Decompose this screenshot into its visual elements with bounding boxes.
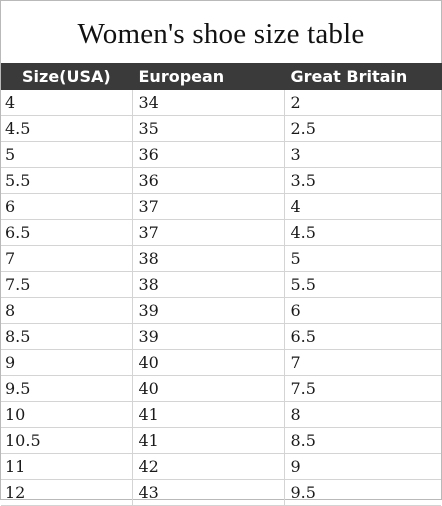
cell-size-usa: 8 xyxy=(1,297,133,324)
cell-european: 37 xyxy=(132,193,285,220)
table-row: 12 43 9.5 xyxy=(1,479,441,506)
cell-european: 36 xyxy=(132,167,285,194)
cell-great-britain: 3 xyxy=(284,141,441,168)
cell-great-britain: 2.5 xyxy=(284,115,441,142)
cell-size-usa: 11 xyxy=(1,453,133,480)
cell-size-usa: 7 xyxy=(1,245,133,272)
cell-size-usa: 10 xyxy=(1,401,133,428)
table-row: 10.5 41 8.5 xyxy=(1,427,441,454)
cell-size-usa: 7.5 xyxy=(1,271,133,298)
cell-great-britain: 8.5 xyxy=(284,427,441,454)
table-row: 6.5 37 4.5 xyxy=(1,219,441,246)
cell-european: 36 xyxy=(132,141,285,168)
cell-great-britain: 8 xyxy=(284,401,441,428)
cell-great-britain: 5 xyxy=(284,245,441,272)
table-header-row: Size(USA) European Great Britain xyxy=(1,63,442,90)
cell-european: 39 xyxy=(132,297,285,324)
cell-size-usa: 9 xyxy=(1,349,133,376)
cell-european: 43 xyxy=(132,479,285,506)
cell-size-usa: 8.5 xyxy=(1,323,133,350)
table-row: 7.5 38 5.5 xyxy=(1,271,441,298)
cell-great-britain: 6.5 xyxy=(284,323,441,350)
cell-great-britain: 4 xyxy=(284,193,441,220)
cell-great-britain: 9 xyxy=(284,453,441,480)
cell-great-britain: 7.5 xyxy=(284,375,441,402)
cell-great-britain: 6 xyxy=(284,297,441,324)
column-header-european: European xyxy=(132,63,285,90)
cell-european: 38 xyxy=(132,245,285,272)
cell-european: 34 xyxy=(132,90,285,116)
cell-size-usa: 4.5 xyxy=(1,115,133,142)
table-row: 8 39 6 xyxy=(1,297,441,324)
cell-great-britain: 3.5 xyxy=(284,167,441,194)
table-row: 11 42 9 xyxy=(1,453,441,480)
column-header-size-usa: Size(USA) xyxy=(1,63,133,90)
cell-size-usa: 10.5 xyxy=(1,427,133,454)
table-row: 7 38 5 xyxy=(1,245,441,272)
table-row: 5.5 36 3.5 xyxy=(1,167,441,194)
cell-great-britain: 4.5 xyxy=(284,219,441,246)
cell-european: 41 xyxy=(132,401,285,428)
cell-size-usa: 9.5 xyxy=(1,375,133,402)
cell-european: 42 xyxy=(132,453,285,480)
table-row: 8.5 39 6.5 xyxy=(1,323,441,350)
table-row: 6 37 4 xyxy=(1,193,441,220)
cell-size-usa: 5 xyxy=(1,141,133,168)
cell-european: 40 xyxy=(132,349,285,376)
table-row: 9.5 40 7.5 xyxy=(1,375,441,402)
table-row: 4 34 2 xyxy=(1,90,441,116)
cell-size-usa: 4 xyxy=(1,90,133,116)
size-table: Size(USA) European Great Britain 4 34 2 4.5… xyxy=(1,63,442,506)
table-row: 5 36 3 xyxy=(1,141,441,168)
cell-european: 37 xyxy=(132,219,285,246)
cell-great-britain: 9.5 xyxy=(284,479,441,506)
cell-size-usa: 12 xyxy=(1,479,133,506)
cell-european: 41 xyxy=(132,427,285,454)
table-row: 9 40 7 xyxy=(1,349,441,376)
column-header-great-britain: Great Britain xyxy=(284,63,442,90)
cell-european: 40 xyxy=(132,375,285,402)
table-row: 10 41 8 xyxy=(1,401,441,428)
cell-size-usa: 5.5 xyxy=(1,167,133,194)
cell-size-usa: 6 xyxy=(1,193,133,220)
table-body: 4 34 2 4.5 35 2.5 5 36 3 5.5 36 3.5 6 37 4 6.5 37 4.5 7 38 5… xyxy=(1,90,441,506)
cell-size-usa: 6.5 xyxy=(1,219,133,246)
cell-european: 38 xyxy=(132,271,285,298)
cell-great-britain: 7 xyxy=(284,349,441,376)
cell-great-britain: 2 xyxy=(284,90,441,116)
table-row: 4.5 35 2.5 xyxy=(1,115,441,142)
cell-european: 39 xyxy=(132,323,285,350)
cell-great-britain: 5.5 xyxy=(284,271,441,298)
cell-european: 35 xyxy=(132,115,285,142)
page-title: Women's shoe size table xyxy=(77,18,365,50)
